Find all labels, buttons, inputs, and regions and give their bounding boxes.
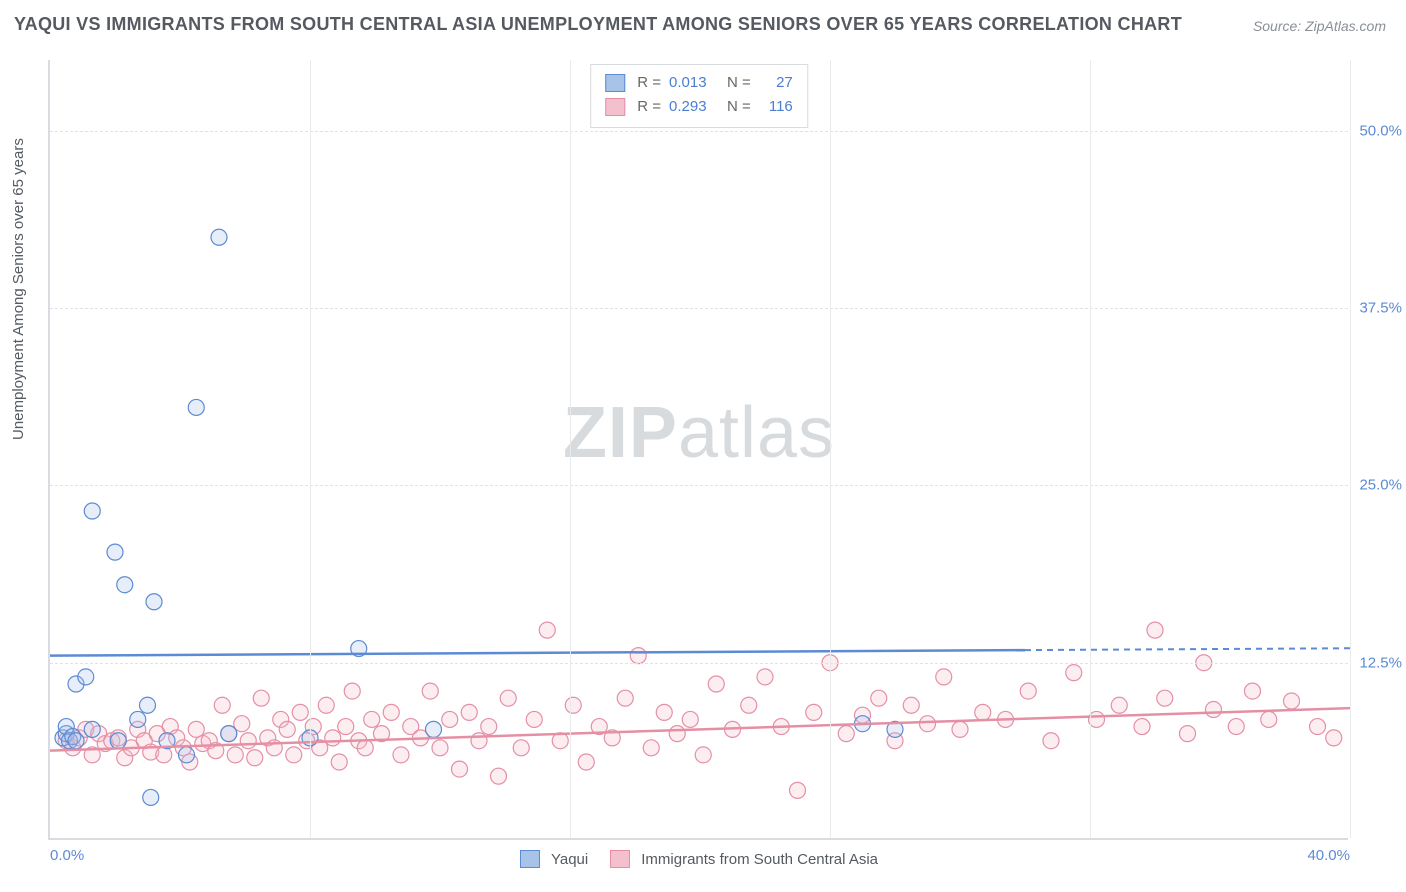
legend-bottom: Yaqui Immigrants from South Central Asia [520,850,878,868]
legend-item-2: Immigrants from South Central Asia [610,850,878,868]
legend-item-1: Yaqui [520,850,588,868]
y-tick-label: 50.0% [1359,122,1402,139]
source-label: Source: ZipAtlas.com [1253,18,1386,34]
y-tick-label: 37.5% [1359,300,1402,317]
legend-label: Immigrants from South Central Asia [641,851,878,868]
plot-svg [50,60,1348,838]
plot-area: ZIPatlas R = 0.013 N = 27 R = 0.293 N = … [48,60,1348,840]
y-axis-label: Unemployment Among Seniors over 65 years [10,138,27,440]
chart-title: YAQUI VS IMMIGRANTS FROM SOUTH CENTRAL A… [14,14,1182,35]
x-tick-label: 0.0% [50,847,84,864]
y-tick-label: 12.5% [1359,654,1402,671]
x-tick-label: 40.0% [1307,847,1350,864]
swatch-icon [610,850,630,868]
legend-label: Yaqui [551,851,588,868]
y-tick-label: 25.0% [1359,477,1402,494]
swatch-icon [520,850,540,868]
